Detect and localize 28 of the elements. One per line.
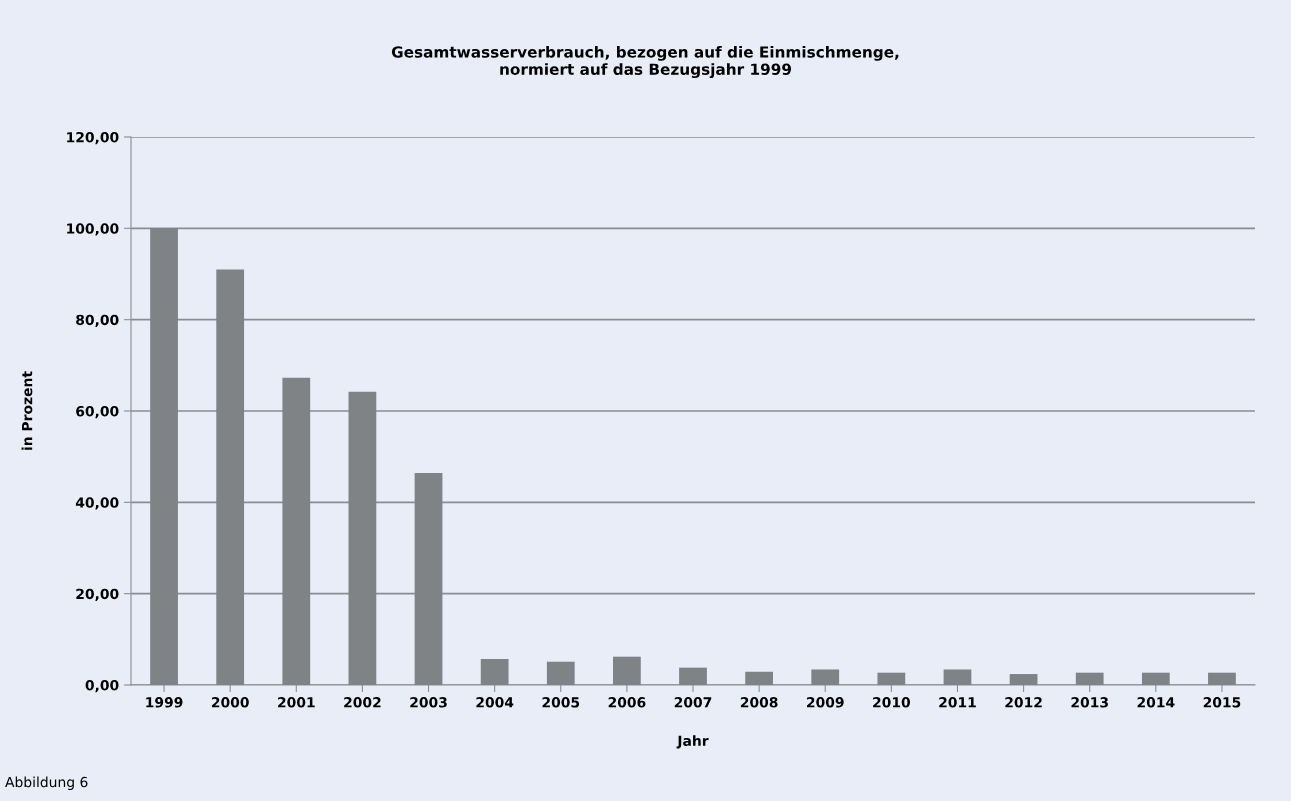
chart-title: Gesamtwasserverbrauch, bezogen auf die Einmischmenge, normiert auf das Bezugsjahr 1999 (391, 45, 899, 79)
x-tick-label: 2014 (1137, 697, 1175, 708)
x-tick-label: 2005 (542, 697, 580, 708)
x-tick-label: 2001 (278, 697, 315, 708)
x-tick-label: 2003 (410, 697, 447, 708)
x-tick-label: 2011 (939, 697, 976, 708)
x-tick-label: 2007 (674, 697, 712, 708)
y-tick-label: 80,00 (76, 314, 119, 327)
x-tick-label: 2006 (608, 697, 646, 708)
y-tick-label: 60,00 (76, 405, 119, 419)
y-tick-label: 120,00 (67, 131, 119, 145)
x-tick-label: 2010 (873, 697, 911, 708)
y-tick-label: 20,00 (76, 588, 119, 601)
y-axis-title: in Prozent (21, 371, 33, 450)
x-tick-label: 2000 (211, 697, 249, 708)
x-tick-label: 2013 (1071, 697, 1108, 708)
y-tick-label: 0,00 (85, 679, 119, 693)
x-tick-label: 2004 (476, 697, 514, 708)
x-tick-label: 2008 (740, 697, 778, 708)
x-axis-title: Jahr (676, 735, 709, 749)
y-tick-label: 40,00 (75, 497, 119, 510)
text: Abbildung 6 (5, 776, 88, 790)
y-tick-label: 100,00 (67, 223, 119, 236)
x-tick-label: 2002 (344, 697, 381, 708)
x-tick-label: 2015 (1203, 697, 1241, 708)
x-tick-label: 2009 (807, 697, 844, 708)
x-tick-label: 1999 (146, 697, 183, 708)
x-tick-label: 2012 (1005, 697, 1042, 708)
